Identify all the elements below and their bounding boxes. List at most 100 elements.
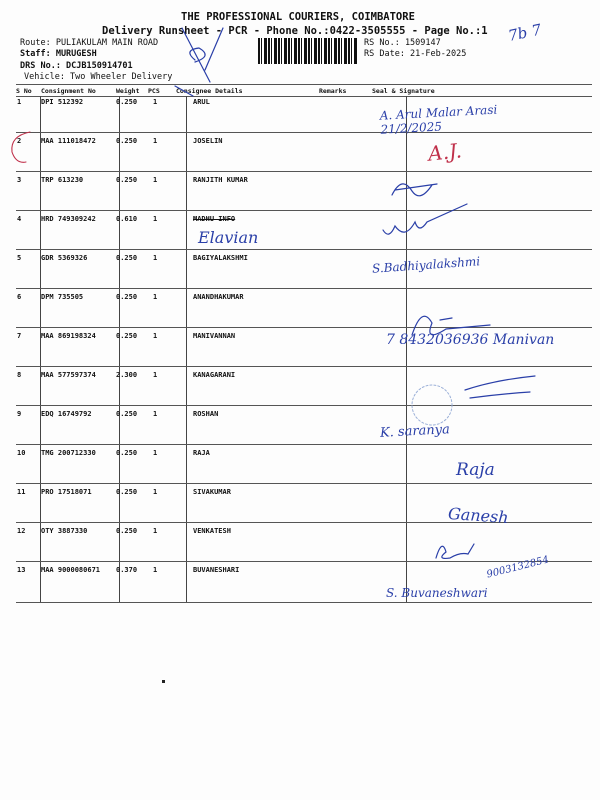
row-sno: 13 [17,566,26,574]
row-divider [16,483,592,484]
row-consignment-no: MAA 869198324 [41,332,96,340]
signature-row-13: S. Buvaneshwari [386,586,488,600]
row-pcs: 1 [153,176,158,184]
row-pcs: 1 [153,137,158,145]
row-weight: 0.250 [116,488,138,496]
row-divider [16,405,592,406]
row-pcs: 1 [153,527,158,535]
col-consignee: Consignee Details [176,87,243,95]
row-sno: 5 [17,254,22,262]
row-sno: 12 [17,527,26,535]
row-weight: 0.250 [116,449,138,457]
col-remarks: Remarks [319,87,347,95]
rs-date: RS Date: 21-Feb-2025 [364,49,467,59]
column-line [406,96,407,602]
signature-row-9: K. saranya [379,422,451,441]
row-weight: 0.610 [116,215,138,223]
column-line [119,96,120,602]
signature-row-11: Ganesh [447,503,510,528]
row-sno: 3 [17,176,22,184]
signature-3 [391,183,438,197]
row-consignee: BAGIYALAKSHMI [193,254,248,262]
signature-row-10: Raja [456,460,495,480]
barcode [258,38,358,64]
divider [16,84,592,85]
signature-8 [464,375,536,399]
signature-4 [382,203,468,235]
row-consignee: ANANDHAKUMAR [193,293,244,301]
row-sno: 6 [17,293,22,301]
column-line [186,96,187,602]
row-sno: 11 [17,488,26,496]
row-consignment-no: TMG 200712330 [41,449,96,457]
row-weight: 2.300 [116,371,138,379]
row-divider [16,522,592,523]
row-sno: 4 [17,215,22,223]
row-consignment-no: DPI 512392 [41,98,84,106]
row-pcs: 1 [153,254,158,262]
row-weight: 0.250 [116,176,138,184]
row-divider [16,561,592,562]
row-consignee: ARUL [193,98,210,106]
row-weight: 0.250 [116,98,138,106]
signature-row-7: 7 8432036936 Manivan [386,332,555,348]
row-weight: 0.250 [116,332,138,340]
row-consignment-no: MAA 577597374 [41,371,96,379]
row-consignee: SIVAKUMAR [193,488,231,496]
handwritten-page-note: 7b 7 [506,20,544,45]
row-pcs: 1 [153,215,158,223]
row-sno: 8 [17,371,22,379]
row-weight: 0.250 [116,527,138,535]
row-consignee: KANAGARANI [193,371,236,379]
row-sno: 7 [17,332,22,340]
col-weight: Weight [116,87,140,95]
row-consignment-no: EDQ 16749792 [41,410,92,418]
row-consignment-no: PRO 17518071 [41,488,92,496]
row-pcs: 1 [153,332,158,340]
company-title: THE PROFESSIONAL COURIERS, COIMBATORE [181,11,415,23]
staff: Staff: MURUGESH [20,49,97,59]
row-weight: 0.250 [116,254,138,262]
row-divider [16,288,592,289]
row-pcs: 1 [153,488,158,496]
row-pcs: 1 [153,410,158,418]
row-divider [16,327,592,328]
rs-number: RS No.: 1509147 [364,38,441,48]
row-consignee: RANJITH KUMAR [193,176,248,184]
signature-row-5: S.Badhiyalakshmi [371,254,481,276]
runsheet-subtitle: Delivery Runsheet - PCR - Phone No.:0422… [102,25,488,37]
route: Route: PULIAKULAM MAIN ROAD [20,38,159,48]
header-check-mark [174,27,224,97]
col-sno: S No [16,87,32,95]
row-divider [16,171,592,172]
row-weight: 0.250 [116,293,138,301]
column-line [40,96,41,602]
row-consignee: VENKATESH [193,527,231,535]
row-consignment-no: TRP 613230 [41,176,84,184]
signature-row-2: A.J. [426,138,463,166]
row-pcs: 1 [153,293,158,301]
row-consignee: ROSHAN [193,410,219,418]
row-consignment-no: MAA 111018472 [41,137,96,145]
row-pcs: 1 [153,371,158,379]
speck [162,680,165,683]
vehicle: Vehicle: Two Wheeler Delivery [24,72,173,82]
row-pcs: 1 [153,449,158,457]
divider [16,602,592,603]
signature-row-12: 9003132854 [485,554,551,581]
row-consignment-no: HRD 749309242 [41,215,96,223]
row-divider [16,444,592,445]
row-sno: 1 [17,98,22,106]
row-consignee: BUVANESHARI [193,566,240,574]
row-weight: 0.250 [116,137,138,145]
row-consignment-no: DPM 735505 [41,293,84,301]
row-consignee: RAJA [193,449,210,457]
col-signature: Seal & Signature [372,87,435,95]
row-pcs: 1 [153,98,158,106]
row-consignment-no: OTY 3887330 [41,527,88,535]
row-weight: 0.370 [116,566,138,574]
handwritten-note-row-4: Elavian [198,228,259,247]
row-consignee: MANIVANNAN [193,332,236,340]
row-sno: 9 [17,410,22,418]
